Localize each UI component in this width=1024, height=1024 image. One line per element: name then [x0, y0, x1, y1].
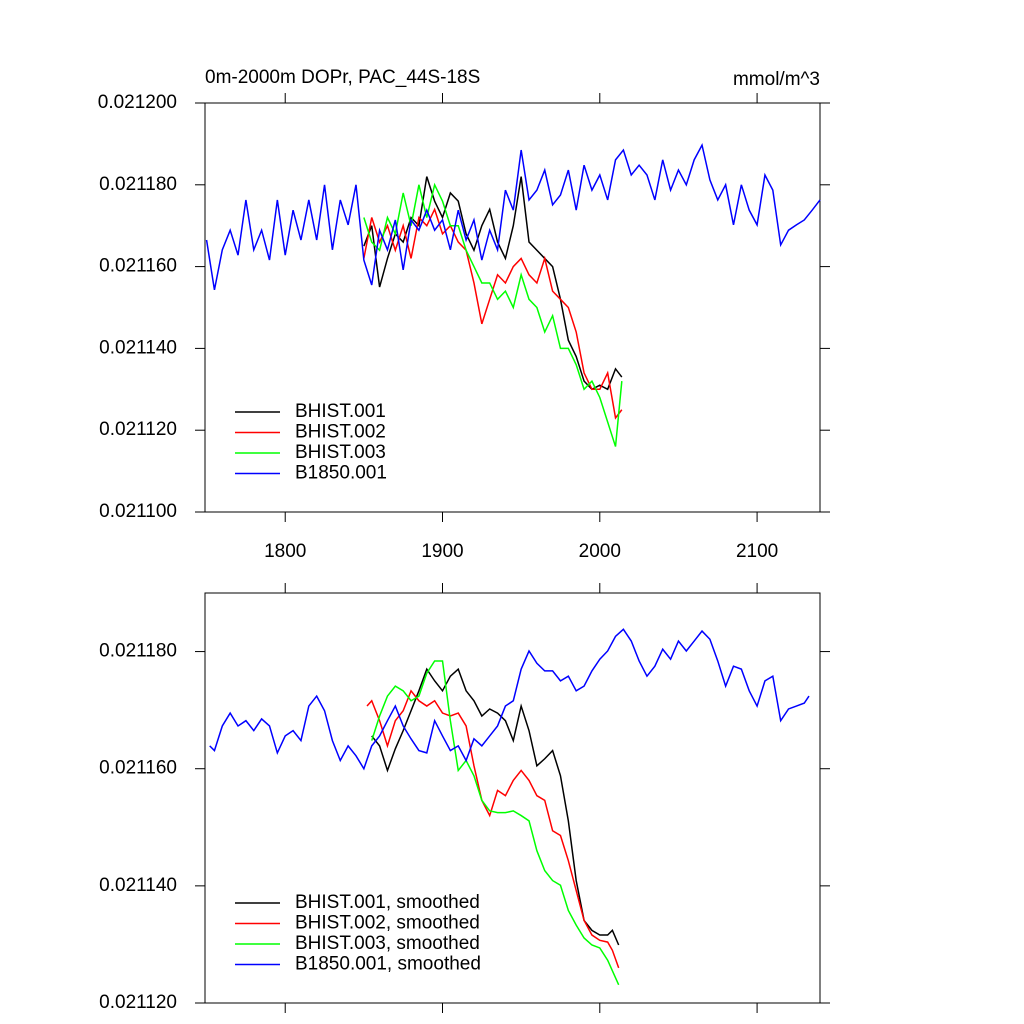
data-line — [371, 667, 620, 946]
x-tick-label: 2000 — [579, 541, 621, 562]
x-tick-label: 1900 — [421, 541, 463, 562]
y-tick-label: 0.021140 — [99, 337, 177, 358]
y-tick-label: 0.021120 — [99, 992, 177, 1013]
y-tick-label: 0.021160 — [99, 758, 177, 779]
data-line — [205, 143, 821, 291]
y-tick-label: 0.021160 — [99, 256, 177, 277]
chart-title: 0m-2000m DOPr, PAC_44S-18S — [205, 67, 480, 88]
legend-label: BHIST.003, smoothed — [295, 933, 480, 954]
data-line — [209, 628, 810, 771]
y-tick-label: 0.021200 — [98, 92, 177, 113]
legend-label: BHIST.001 — [295, 401, 386, 422]
legend-label: BHIST.001, smoothed — [295, 892, 480, 913]
y-tick-label: 0.021100 — [99, 501, 177, 522]
legend-label: BHIST.003 — [295, 442, 386, 463]
plot-frame — [204, 592, 821, 1004]
data-line — [363, 182, 623, 447]
legend-label: BHIST.002, smoothed — [295, 913, 480, 934]
x-tick-label: 2100 — [736, 541, 778, 562]
units-label: mmol/m^3 — [733, 69, 820, 90]
legend-label: B1850.001 — [295, 463, 387, 484]
legend-label: B1850.001, smoothed — [295, 954, 481, 975]
data-line — [363, 176, 623, 391]
plot-frame — [204, 102, 821, 513]
y-tick-label: 0.021140 — [99, 875, 177, 896]
y-tick-label: 0.021180 — [99, 174, 177, 195]
data-line — [366, 689, 620, 969]
legend-label: BHIST.002 — [295, 422, 386, 443]
y-tick-label: 0.021120 — [99, 419, 177, 440]
data-line — [371, 660, 620, 986]
x-tick-label: 1800 — [264, 541, 306, 562]
y-tick-label: 0.021180 — [99, 641, 177, 662]
